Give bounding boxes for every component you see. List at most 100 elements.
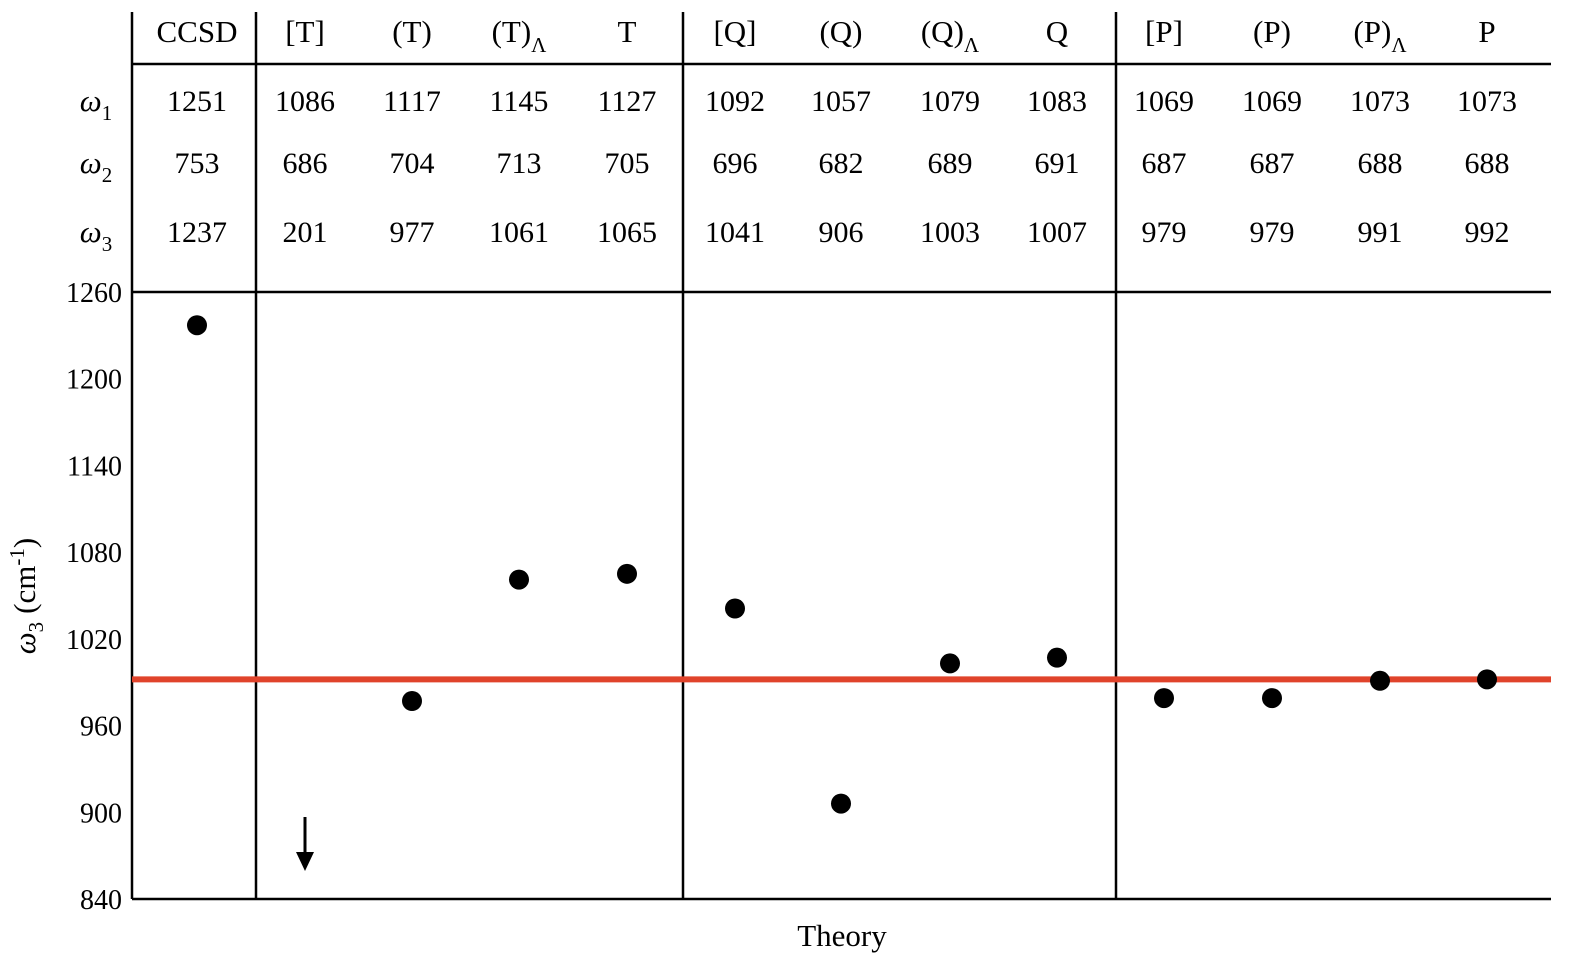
y-axis-label-symbol: ω [7, 632, 42, 654]
column-header-label: (P) [1253, 14, 1291, 49]
y-tick-label: 1080 [66, 538, 122, 569]
data-point [1047, 647, 1067, 668]
table-cell: 1237 [167, 216, 227, 249]
column-header-label: (P) [1353, 14, 1391, 49]
y-axis-label-unit-exponent: -1 [5, 548, 29, 566]
x-axis-label: Theory [797, 918, 887, 953]
table-cell: 1065 [597, 216, 657, 249]
column-header: (T) [392, 14, 432, 49]
column-header: [T] [285, 14, 325, 49]
table-cell: 682 [819, 147, 864, 180]
table-cell: 979 [1250, 216, 1295, 249]
column-header: T [618, 14, 637, 49]
y-tick-label: 900 [80, 798, 122, 829]
column-header: CCSD [157, 14, 238, 49]
column-header-subscript: Λ [531, 33, 547, 57]
column-header: P [1478, 14, 1495, 49]
data-point [617, 563, 637, 584]
frequency-table: ω1 1251 1086 1117 1145 1127 1092 1057 1079 1083 10… [80, 83, 1517, 256]
column-header: (Q)Λ [921, 14, 980, 57]
table-cell: 979 [1142, 216, 1187, 249]
column-header-label: T [618, 14, 637, 49]
column-header: [Q] [713, 14, 756, 49]
table-cell: 691 [1035, 147, 1080, 180]
row-label-symbol: ω [80, 145, 102, 180]
off-scale-arrow-head [296, 852, 314, 871]
table-cell: 688 [1465, 147, 1510, 180]
row-label-symbol: ω [80, 214, 102, 249]
y-axis-label-close: ) [7, 538, 42, 548]
table-cell: 1117 [383, 85, 441, 118]
table-cell: 977 [390, 216, 435, 249]
table-cell: 705 [605, 147, 650, 180]
row-label-subscript: 1 [102, 101, 113, 125]
column-header-label: P [1478, 14, 1495, 49]
table-cell: 686 [283, 147, 328, 180]
data-point [831, 793, 851, 814]
table-cell: 991 [1358, 216, 1403, 249]
data-point [725, 598, 745, 619]
column-header-label: (Q) [819, 14, 862, 49]
row-label: ω1 [80, 83, 112, 125]
table-cell: 687 [1142, 147, 1187, 180]
table-cell: 1007 [1027, 216, 1087, 249]
y-axis-label-unit: (cm [7, 566, 42, 614]
y-tick-label: 840 [80, 885, 122, 916]
y-tick-label: 960 [80, 712, 122, 743]
table-cell: 1069 [1242, 85, 1302, 118]
data-point [402, 691, 422, 712]
y-tick-label: 1020 [66, 625, 122, 656]
row-label-symbol: ω [80, 83, 102, 118]
table-cell: 688 [1358, 147, 1403, 180]
table-cell: 753 [175, 147, 220, 180]
table-cell: 992 [1465, 216, 1510, 249]
column-header: (P)Λ [1353, 14, 1407, 57]
column-header: Q [1046, 14, 1068, 49]
y-tick-label: 1260 [66, 278, 122, 309]
column-header-label: [T] [285, 14, 325, 49]
column-header-subscript: Λ [1391, 33, 1407, 57]
table-cell: 1073 [1350, 85, 1410, 118]
column-header-label: [P] [1145, 14, 1183, 49]
data-point [509, 569, 529, 590]
table-cell: 687 [1250, 147, 1295, 180]
data-point [1370, 670, 1390, 691]
column-header: [P] [1145, 14, 1183, 49]
column-header: (Q) [819, 14, 862, 49]
column-header-label: Q [1046, 14, 1068, 49]
table-cell: 1251 [167, 85, 227, 118]
column-header-label: (T) [392, 14, 432, 49]
table-cell: 1003 [920, 216, 980, 249]
data-point [187, 315, 207, 336]
column-headers: CCSD [T] (T) (T)Λ T [Q] (Q) (Q)Λ Q [P] (P) (P)Λ P [157, 14, 1496, 57]
data-point [1154, 688, 1174, 709]
column-header-label: CCSD [157, 14, 238, 49]
table-cell: 704 [390, 147, 435, 180]
table-cell: 1073 [1457, 85, 1517, 118]
data-point [940, 653, 960, 674]
y-axis-label-subscript: 3 [24, 622, 48, 633]
data-point [1477, 669, 1497, 690]
axis-labels: Theory ω3 (cm-1) [5, 538, 887, 953]
table-cell: 689 [928, 147, 973, 180]
column-header: (P) [1253, 14, 1291, 49]
row-label-subscript: 3 [102, 232, 113, 256]
table-cell: 1079 [920, 85, 980, 118]
table-cell: 1041 [705, 216, 765, 249]
table-cell: 1057 [811, 85, 871, 118]
y-axis-label: ω3 (cm-1) [5, 538, 48, 654]
column-header-label: [Q] [713, 14, 756, 49]
table-cell: 201 [283, 216, 328, 249]
row-label: ω2 [80, 145, 112, 187]
data-points [187, 315, 1497, 871]
column-header-subscript: Λ [964, 33, 980, 57]
column-header: (T)Λ [492, 14, 548, 57]
column-header-label: (Q) [921, 14, 964, 49]
table-cell: 906 [819, 216, 864, 249]
table-cell: 696 [713, 147, 758, 180]
table-cell: 713 [497, 147, 542, 180]
y-tick-label: 1200 [66, 365, 122, 396]
table-cell: 1069 [1134, 85, 1194, 118]
data-point [1262, 688, 1282, 709]
